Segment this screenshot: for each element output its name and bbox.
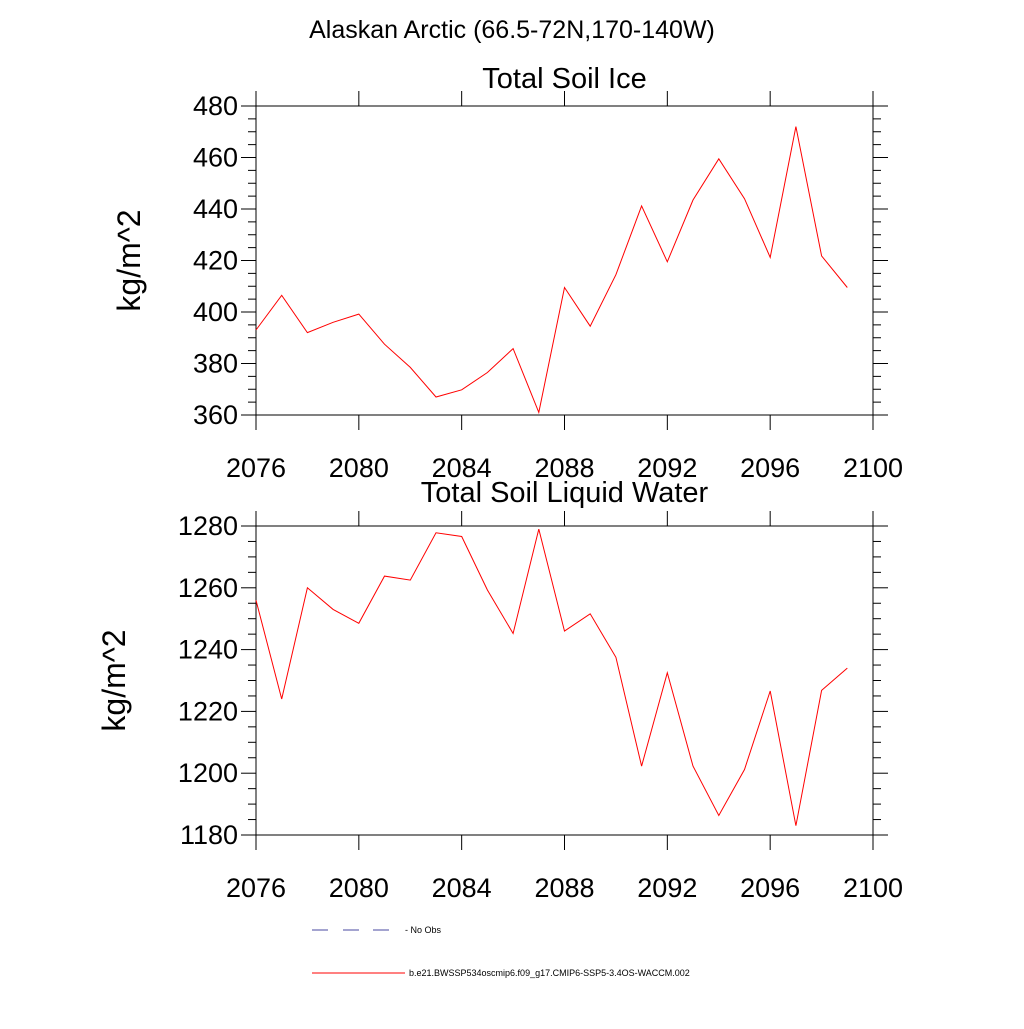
y-tick-label: 400: [193, 297, 238, 327]
x-tick-label: 2080: [329, 453, 389, 483]
y-tick-label: 480: [193, 91, 238, 121]
y-tick-label: 1220: [178, 696, 238, 726]
panel-title: Total Soil Ice: [482, 63, 646, 95]
figure-title: Alaskan Arctic (66.5-72N,170-140W): [309, 16, 715, 44]
x-tick-label: 2092: [637, 873, 697, 903]
y-tick-label: 1200: [178, 758, 238, 788]
y-axis-label: kg/m^2: [96, 629, 132, 731]
x-tick-label: 2088: [534, 873, 594, 903]
x-tick-label: 2084: [432, 453, 492, 483]
y-tick-label: 1240: [178, 635, 238, 665]
y-tick-label: 420: [193, 246, 238, 276]
x-tick-label: 2080: [329, 873, 389, 903]
y-tick-label: 460: [193, 143, 238, 173]
x-tick-label: 2100: [843, 873, 903, 903]
x-tick-label: 2096: [740, 873, 800, 903]
plot-frame: [255, 525, 874, 836]
y-tick-label: 440: [193, 194, 238, 224]
y-tick-label: 380: [193, 349, 238, 379]
x-tick-label: 2092: [637, 453, 697, 483]
y-axis-label: kg/m^2: [111, 209, 147, 311]
panel-1: 360 380 400 420 440 460 480 2076 2080 2084 2088 209…: [111, 63, 903, 483]
panel-title: Total Soil Liquid Water: [421, 477, 709, 509]
series-line: [255, 528, 848, 826]
panel-2: 1180 1200 1220 1240 1260 1280 2076 2080 2084 2088…: [96, 477, 903, 903]
y-tick-label: 1280: [178, 511, 238, 541]
x-tick-label: 2088: [534, 453, 594, 483]
x-tick-label: 2076: [226, 873, 286, 903]
y-tick-label: 1180: [180, 820, 238, 850]
plot-frame: [255, 105, 874, 416]
x-tick-label: 2096: [740, 453, 800, 483]
x-tick-label: 2100: [843, 453, 903, 483]
legend-obs-label: - No Obs: [405, 925, 442, 935]
y-tick-label: 360: [193, 400, 238, 430]
x-tick-label: 2076: [226, 453, 286, 483]
legend-model-label: b.e21.BWSSP534oscmip6.f09_g17.CMIP6-SSP5…: [409, 968, 690, 978]
x-tick-label: 2084: [432, 873, 492, 903]
y-tick-label: 1260: [178, 573, 238, 603]
legend: - No Obs b.e21.BWSSP534oscmip6.f09_g17.CM…: [312, 925, 690, 978]
series-line: [255, 126, 848, 415]
